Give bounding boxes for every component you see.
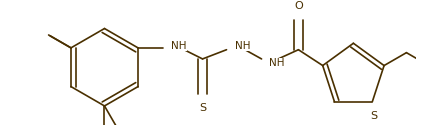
- Text: O: O: [294, 1, 303, 11]
- Text: NH: NH: [269, 58, 284, 68]
- Text: NH: NH: [171, 41, 187, 51]
- Text: S: S: [199, 103, 206, 113]
- Text: NH: NH: [235, 41, 250, 51]
- Text: S: S: [371, 111, 378, 121]
